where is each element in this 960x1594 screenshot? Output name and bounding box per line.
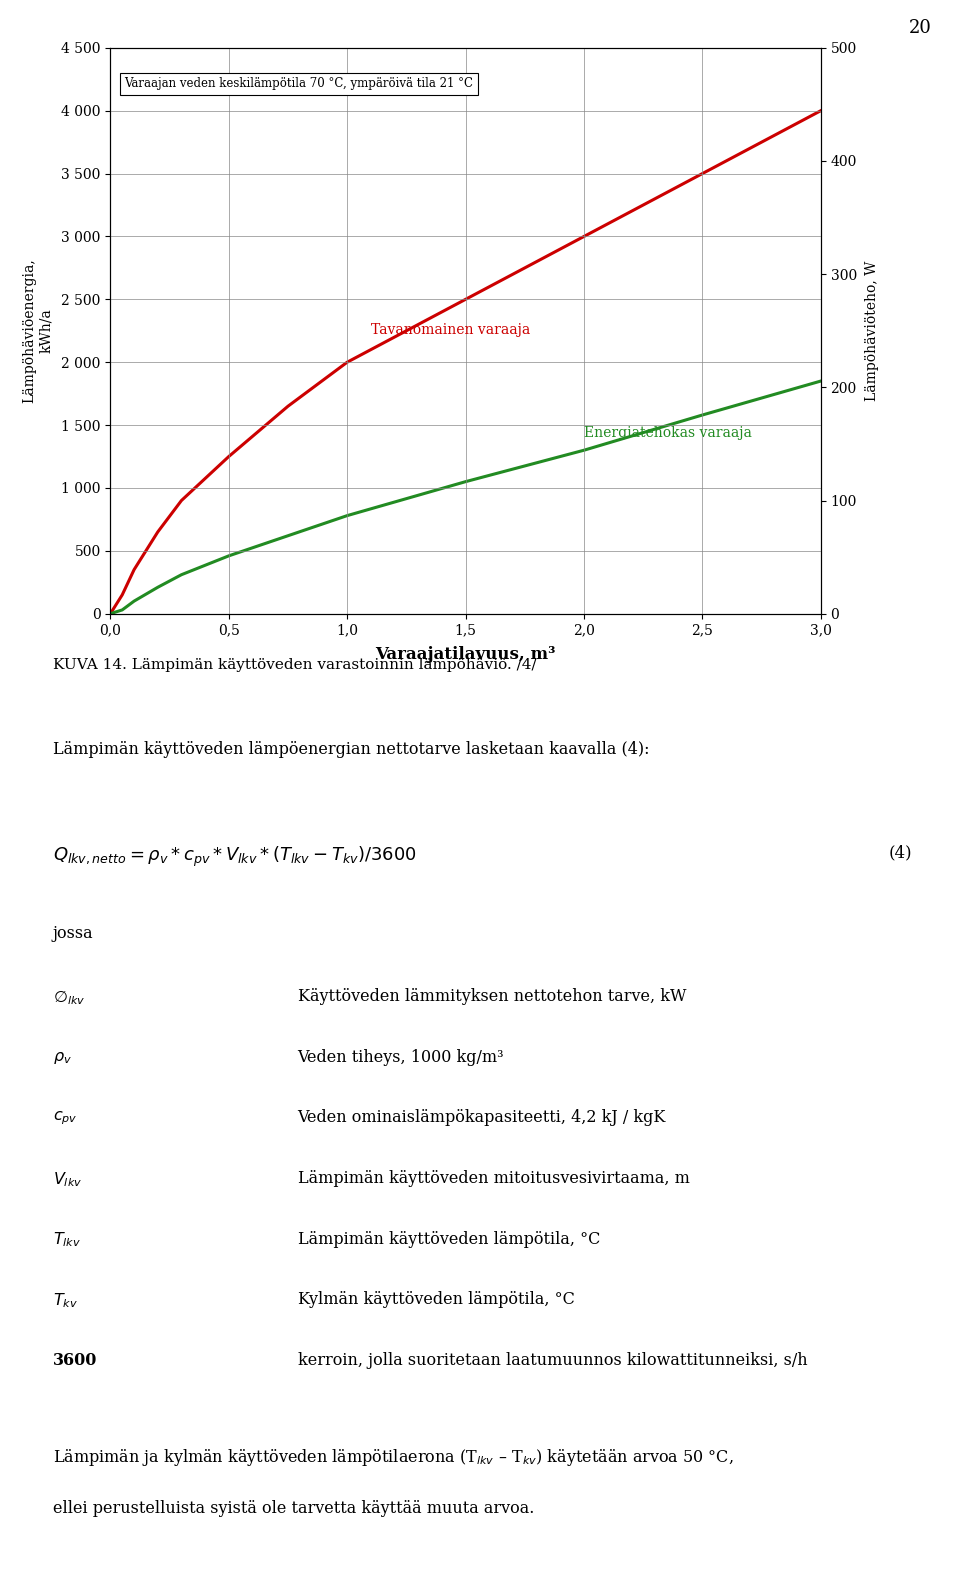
Text: Kylmän käyttöveden lämpötila, °C: Kylmän käyttöveden lämpötila, °C: [298, 1291, 574, 1309]
X-axis label: Varaajatilavuus, m³: Varaajatilavuus, m³: [375, 646, 556, 663]
Text: Käyttöveden lämmityksen nettotehon tarve, kW: Käyttöveden lämmityksen nettotehon tarve…: [298, 988, 686, 1006]
Text: $c_{pv}$: $c_{pv}$: [53, 1109, 78, 1127]
Text: Lämpimän käyttöveden lämpöenergian nettotarve lasketaan kaavalla (4):: Lämpimän käyttöveden lämpöenergian netto…: [53, 741, 649, 759]
Text: $V_{lkv}$: $V_{lkv}$: [53, 1170, 82, 1189]
Text: $\rho_v$: $\rho_v$: [53, 1049, 72, 1066]
Text: Veden ominaislämpökapasiteetti, 4,2 kJ / kgK: Veden ominaislämpökapasiteetti, 4,2 kJ /…: [298, 1109, 666, 1127]
Text: Veden tiheys, 1000 kg/m³: Veden tiheys, 1000 kg/m³: [298, 1049, 504, 1066]
Text: $\varnothing_{lkv}$: $\varnothing_{lkv}$: [53, 988, 85, 1007]
Text: KUVA 14. Lämpimän käyttöveden varastoinnin lämpöhäviö. /4/: KUVA 14. Lämpimän käyttöveden varastoinn…: [53, 658, 537, 673]
Y-axis label: Lämpöhäviöenergia,
kWh/a: Lämpöhäviöenergia, kWh/a: [23, 258, 53, 403]
Text: ellei perustelluista syistä ole tarvetta käyttää muuta arvoa.: ellei perustelluista syistä ole tarvetta…: [53, 1500, 534, 1517]
Text: 20: 20: [908, 19, 931, 37]
Text: Lämpimän käyttöveden lämpötila, °C: Lämpimän käyttöveden lämpötila, °C: [298, 1231, 600, 1248]
Text: Tavanomainen varaaja: Tavanomainen varaaja: [371, 324, 530, 336]
Text: (4): (4): [888, 845, 912, 862]
Text: 3600: 3600: [53, 1352, 97, 1369]
Text: $T_{lkv}$: $T_{lkv}$: [53, 1231, 81, 1250]
Text: jossa: jossa: [53, 925, 93, 942]
Text: $Q_{lkv,netto} = \rho_v * c_{pv} * V_{lkv} * (T_{lkv} - T_{kv})/3600$: $Q_{lkv,netto} = \rho_v * c_{pv} * V_{lk…: [53, 845, 417, 869]
Text: $T_{kv}$: $T_{kv}$: [53, 1291, 78, 1310]
Text: kerroin, jolla suoritetaan laatumuunnos kilowattitunneiksi, s/h: kerroin, jolla suoritetaan laatumuunnos …: [298, 1352, 807, 1369]
Text: Varaajan veden keskilämpötila 70 °C, ympäröivä tila 21 °C: Varaajan veden keskilämpötila 70 °C, ymp…: [125, 78, 473, 91]
Text: Lämpimän ja kylmän käyttöveden lämpötilaerona (T$_{lkv}$ – T$_{kv}$) käytetään a: Lämpimän ja kylmän käyttöveden lämpötila…: [53, 1447, 733, 1468]
Text: Energiatehokas varaaja: Energiatehokas varaaja: [584, 426, 752, 440]
Text: Lämpimän käyttöveden mitoitusvesivirtaama, m: Lämpimän käyttöveden mitoitusvesivirtaam…: [298, 1170, 689, 1188]
Y-axis label: Lämpöhäviöteho, W: Lämpöhäviöteho, W: [865, 260, 879, 402]
